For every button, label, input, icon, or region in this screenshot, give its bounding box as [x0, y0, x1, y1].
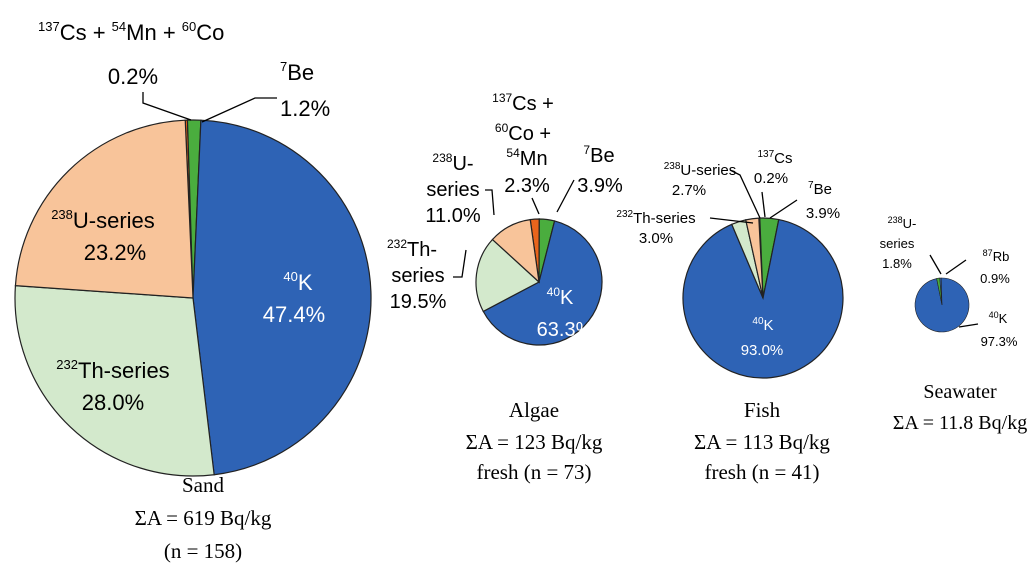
sand-be-label: 7Be: [280, 59, 314, 85]
sea-u-label: 238U-: [888, 215, 917, 231]
algae-slice-238u-series: [491, 218, 540, 284]
fish-pie: [682, 217, 844, 379]
sea-k-label: 40K: [989, 310, 1008, 326]
algae-slice-40k: [482, 220, 603, 346]
leader-lines: [142, 92, 979, 328]
fish-slice-238u-series: [745, 217, 764, 299]
sand-be-leader: [201, 97, 277, 123]
fish-cs-leader: [761, 191, 766, 218]
algae-be-percent: 3.9%: [577, 175, 623, 197]
sea-u-leader: [929, 254, 942, 275]
fish-caption-name: Fish: [744, 398, 781, 422]
sea-rb-percent: 0.9%: [980, 271, 1010, 286]
algae-k-label: 40K: [547, 285, 574, 309]
algae-u-leader: [485, 189, 495, 216]
fish-caption-n: fresh (n = 41): [704, 460, 819, 484]
sea-caption-total: ΣA = 11.8 Bq/kg: [893, 412, 1027, 434]
sea-u-label-2: series: [880, 236, 915, 251]
algae-cs-percent: 2.3%: [504, 175, 550, 197]
sand-cs-leader: [142, 92, 192, 121]
sea-u-percent: 1.8%: [882, 256, 912, 271]
seawater-pie: [914, 277, 970, 333]
fish-cs-percent: 0.2%: [754, 170, 788, 187]
sand-th-label: 232Th-series: [56, 357, 169, 383]
fish-be-percent: 3.9%: [806, 205, 840, 222]
algae-cs-leader: [531, 197, 540, 215]
sand-caption-name: Sand: [182, 473, 225, 497]
fish-th-leader: [709, 217, 754, 224]
algae-u-label-2: series: [426, 179, 479, 201]
algae-u-percent: 11.0%: [425, 205, 480, 227]
sand-u-percent: 23.2%: [84, 240, 146, 265]
sand-th-percent: 28.0%: [82, 390, 144, 415]
algae-th-label: 232Th-: [387, 237, 437, 261]
sand-k-percent: 47.4%: [263, 302, 325, 327]
algae-u-label: 238U-: [432, 151, 473, 175]
fish-be-leader: [769, 199, 798, 219]
algae-cs-label-2: 60Co +: [495, 121, 551, 145]
algae-k-percent: 63.3%: [537, 319, 594, 341]
sand-slice-40k: [192, 119, 372, 476]
sea-rb-leader: [945, 259, 967, 275]
algae-th-percent: 19.5%: [390, 291, 447, 313]
fish-u-leader: [729, 169, 761, 219]
fish-th-percent: 3.0%: [639, 230, 673, 247]
fish-cs-label: 137Cs: [757, 149, 792, 167]
sea-rb-label: 87Rb: [983, 248, 1010, 264]
sand-caption-n: (n = 158): [164, 539, 242, 563]
sand-be-percent: 1.2%: [280, 96, 330, 121]
sand-cs-label: 137Cs + 54Mn + 60Co: [38, 19, 224, 45]
fish-caption-total: ΣA = 113 Bq/kg: [694, 430, 830, 454]
algae-th-leader: [453, 249, 467, 278]
algae-caption-total: ΣA = 123 Bq/kg: [466, 430, 603, 454]
fish-k-label: 40K: [752, 316, 773, 334]
sand-cs-percent: 0.2%: [108, 64, 158, 89]
sand-k-label: 40K: [283, 269, 312, 295]
algae-pie: [475, 218, 603, 346]
algae-cs-label-3: 54Mn: [506, 146, 547, 170]
sea-caption-name: Seawater: [923, 381, 997, 403]
algae-caption-n: fresh (n = 73): [476, 460, 591, 484]
sand-caption-total: ΣA = 619 Bq/kg: [135, 506, 272, 530]
sand-slice-238u-series: [14, 119, 194, 299]
sand-pie: [14, 119, 372, 477]
fish-k-percent: 93.0%: [741, 342, 784, 359]
algae-be-leader: [556, 179, 575, 213]
sand-u-label: 238U-series: [51, 207, 155, 233]
algae-caption-name: Algae: [509, 398, 559, 422]
algae-slice-232th-series: [475, 238, 541, 313]
sand-slice-232th-series: [14, 285, 215, 477]
algae-cs-label-1: 137Cs +: [492, 91, 554, 115]
seawater-slice-238u-series: [936, 277, 943, 306]
algae-be-label: 7Be: [583, 143, 614, 167]
algae-th-label-2: series: [391, 265, 444, 287]
sea-k-percent: 97.3%: [981, 334, 1018, 349]
fish-th-label: 232Th-series: [616, 209, 695, 227]
sea-k-leader: [958, 323, 979, 328]
fish-u-percent: 2.7%: [672, 182, 706, 199]
fish-be-label: 7Be: [808, 180, 832, 198]
fish-u-label: 238U-series: [664, 161, 737, 179]
fish-slice-40k: [682, 218, 844, 379]
